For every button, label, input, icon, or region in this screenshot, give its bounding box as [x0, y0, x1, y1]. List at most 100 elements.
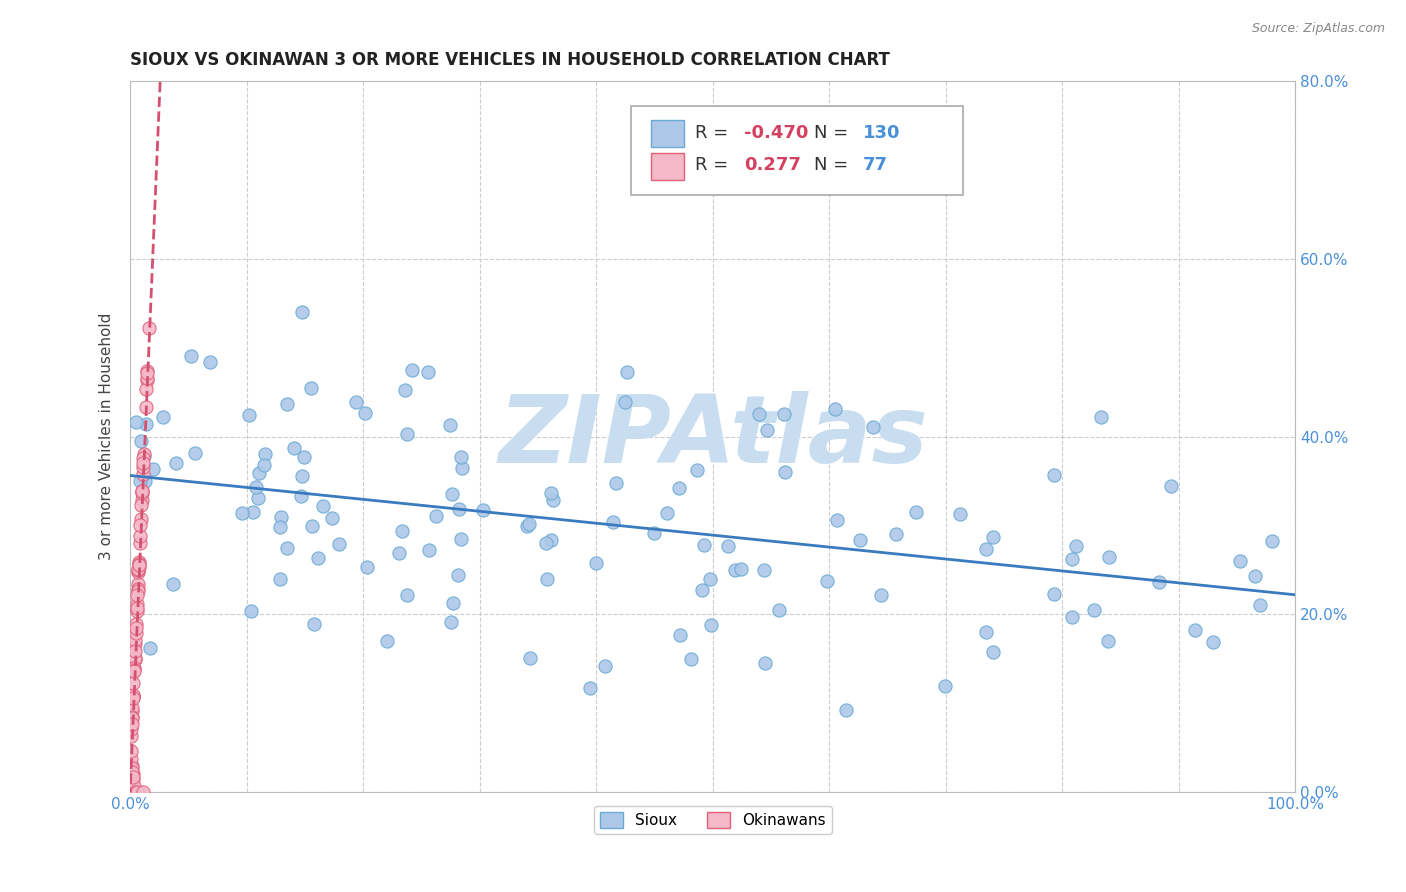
Point — [681, 652, 703, 666]
Point — [1261, 533, 1284, 548]
Point — [276, 541, 298, 556]
Point — [127, 785, 149, 799]
Point — [131, 484, 153, 499]
Point — [1043, 586, 1066, 600]
Text: SIOUX VS OKINAWAN 3 OR MORE VEHICLES IN HOUSEHOLD CORRELATION CHART: SIOUX VS OKINAWAN 3 OR MORE VEHICLES IN … — [131, 51, 890, 69]
Point — [534, 536, 557, 550]
Point — [120, 729, 142, 743]
Point — [124, 652, 146, 666]
Point — [1060, 609, 1083, 624]
Point — [124, 784, 146, 798]
Point — [290, 489, 312, 503]
Point — [614, 394, 637, 409]
Point — [124, 652, 146, 666]
Point — [128, 558, 150, 572]
Point — [127, 564, 149, 578]
Point — [394, 383, 416, 397]
Point — [129, 512, 152, 526]
Point — [127, 785, 149, 799]
Point — [516, 519, 538, 533]
Point — [125, 621, 148, 635]
Point — [848, 533, 870, 547]
Point — [291, 469, 314, 483]
Point — [1090, 409, 1112, 424]
Point — [122, 689, 145, 703]
Point — [139, 640, 162, 655]
Point — [450, 533, 472, 547]
Point — [472, 502, 495, 516]
Point — [138, 320, 160, 334]
Text: ZIPAtlas: ZIPAtlas — [498, 391, 928, 483]
Point — [755, 423, 778, 437]
Point — [321, 511, 343, 525]
Text: -0.470: -0.470 — [744, 123, 808, 142]
Point — [124, 637, 146, 651]
Point — [127, 562, 149, 576]
Point — [135, 417, 157, 432]
Point — [124, 650, 146, 665]
Point — [136, 364, 159, 378]
Point — [125, 601, 148, 615]
Point — [254, 446, 277, 460]
Point — [125, 617, 148, 632]
Point — [835, 703, 858, 717]
Point — [643, 526, 665, 541]
Point — [375, 634, 398, 648]
Point — [1249, 598, 1271, 612]
Point — [540, 533, 562, 548]
Point — [135, 382, 157, 396]
FancyBboxPatch shape — [651, 153, 683, 180]
Point — [120, 744, 142, 758]
Point — [124, 644, 146, 658]
Point — [1201, 635, 1223, 649]
Point — [450, 450, 472, 464]
Point — [247, 491, 270, 505]
Point — [328, 537, 350, 551]
Point — [517, 517, 540, 532]
Point — [655, 506, 678, 520]
Point — [127, 583, 149, 598]
Point — [120, 723, 142, 737]
Point — [754, 657, 776, 671]
Point — [981, 530, 1004, 544]
Point — [391, 524, 413, 538]
Point — [129, 517, 152, 532]
Point — [388, 546, 411, 560]
Point — [543, 493, 565, 508]
Point — [815, 574, 838, 589]
Point — [440, 487, 463, 501]
Point — [121, 758, 143, 772]
Point — [976, 624, 998, 639]
Point — [121, 691, 143, 706]
Point — [132, 460, 155, 475]
Point — [862, 419, 884, 434]
Point — [122, 779, 145, 793]
Point — [870, 589, 893, 603]
Point — [1229, 554, 1251, 568]
Point — [131, 498, 153, 512]
Point — [135, 370, 157, 384]
Point — [125, 785, 148, 799]
Point — [686, 463, 709, 477]
Point — [122, 661, 145, 675]
Point — [441, 596, 464, 610]
Point — [122, 664, 145, 678]
Point — [269, 572, 291, 586]
Point — [1098, 549, 1121, 564]
Point — [276, 397, 298, 411]
Point — [748, 407, 770, 421]
Point — [200, 354, 222, 368]
Point — [540, 486, 562, 500]
Text: 130: 130 — [863, 123, 901, 142]
Point — [605, 475, 627, 490]
Point — [131, 467, 153, 481]
Point — [1243, 569, 1265, 583]
Point — [125, 415, 148, 429]
Point — [983, 645, 1005, 659]
Point — [121, 717, 143, 731]
Point — [184, 446, 207, 460]
Point — [128, 536, 150, 550]
Point — [122, 676, 145, 690]
Point — [127, 565, 149, 579]
Point — [768, 603, 790, 617]
